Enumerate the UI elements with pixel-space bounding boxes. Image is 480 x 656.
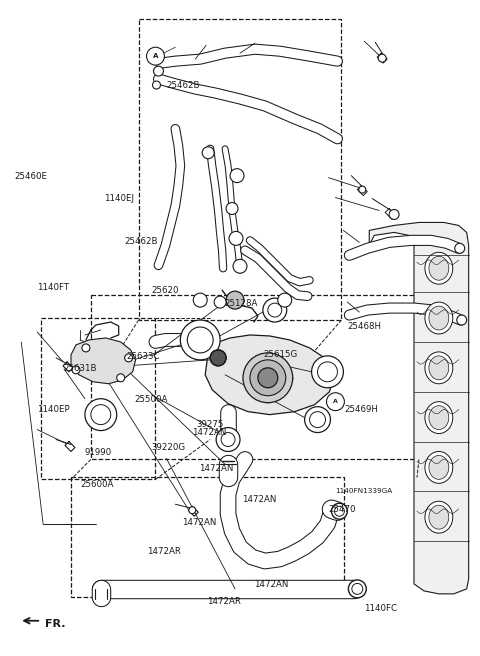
- Circle shape: [332, 503, 348, 519]
- Text: 1472AN: 1472AN: [182, 518, 216, 527]
- Text: 25631B: 25631B: [63, 364, 97, 373]
- Circle shape: [310, 412, 325, 428]
- Circle shape: [335, 506, 344, 516]
- Circle shape: [318, 362, 337, 382]
- Circle shape: [91, 405, 111, 424]
- Text: 25128A: 25128A: [225, 298, 258, 308]
- Circle shape: [455, 243, 465, 253]
- Text: 25633C: 25633C: [126, 352, 160, 361]
- Text: 25460E: 25460E: [15, 172, 48, 181]
- Circle shape: [378, 54, 386, 62]
- Text: 1472AN: 1472AN: [199, 464, 234, 473]
- Circle shape: [226, 291, 244, 309]
- Circle shape: [146, 47, 165, 65]
- Circle shape: [82, 344, 90, 352]
- Ellipse shape: [425, 253, 453, 284]
- Circle shape: [154, 66, 164, 76]
- Text: 25620: 25620: [152, 285, 179, 295]
- Circle shape: [214, 296, 226, 308]
- Text: 1472AR: 1472AR: [206, 596, 240, 605]
- Text: 1472AN: 1472AN: [192, 428, 227, 437]
- Text: 1472AN: 1472AN: [242, 495, 277, 504]
- Text: 25500A: 25500A: [134, 396, 168, 404]
- Polygon shape: [71, 338, 136, 384]
- Ellipse shape: [429, 405, 449, 430]
- Circle shape: [221, 432, 235, 447]
- Circle shape: [202, 147, 214, 159]
- Polygon shape: [205, 335, 335, 415]
- Circle shape: [226, 203, 238, 215]
- Circle shape: [312, 356, 343, 388]
- Ellipse shape: [429, 356, 449, 380]
- Circle shape: [187, 327, 213, 353]
- Circle shape: [72, 366, 80, 374]
- Circle shape: [117, 374, 125, 382]
- Circle shape: [189, 506, 196, 514]
- Circle shape: [125, 354, 132, 362]
- Circle shape: [85, 399, 117, 430]
- Circle shape: [305, 407, 330, 432]
- Circle shape: [352, 583, 363, 594]
- Circle shape: [153, 81, 160, 89]
- Text: 39275: 39275: [196, 420, 224, 429]
- Text: 1140EP: 1140EP: [37, 405, 70, 414]
- Circle shape: [348, 580, 366, 598]
- Circle shape: [326, 393, 344, 411]
- Circle shape: [193, 293, 207, 307]
- Text: 25462B: 25462B: [124, 237, 158, 246]
- Circle shape: [268, 303, 282, 317]
- Ellipse shape: [429, 256, 449, 280]
- Ellipse shape: [425, 401, 453, 434]
- Text: 1140FC: 1140FC: [364, 604, 397, 613]
- Ellipse shape: [425, 352, 453, 384]
- Text: 1140FT: 1140FT: [37, 283, 69, 292]
- Text: 25470: 25470: [329, 505, 356, 514]
- Circle shape: [250, 360, 286, 396]
- Ellipse shape: [429, 306, 449, 330]
- Text: 1140FN1339GA: 1140FN1339GA: [336, 488, 393, 495]
- Ellipse shape: [425, 501, 453, 533]
- Text: 1472AN: 1472AN: [254, 580, 288, 589]
- Text: FR.: FR.: [45, 619, 66, 628]
- Text: A: A: [153, 53, 158, 59]
- Polygon shape: [369, 222, 468, 594]
- Circle shape: [180, 320, 220, 360]
- Circle shape: [216, 428, 240, 451]
- Circle shape: [359, 186, 366, 193]
- Text: 39220G: 39220G: [152, 443, 186, 452]
- Ellipse shape: [425, 302, 453, 334]
- Text: A: A: [333, 400, 338, 404]
- Circle shape: [389, 209, 399, 220]
- Circle shape: [258, 368, 278, 388]
- Text: 91990: 91990: [85, 447, 112, 457]
- Ellipse shape: [425, 451, 453, 483]
- Text: 25600A: 25600A: [80, 480, 113, 489]
- Text: 1472AR: 1472AR: [147, 547, 181, 556]
- Ellipse shape: [429, 455, 449, 480]
- Circle shape: [230, 169, 244, 182]
- Circle shape: [210, 350, 226, 366]
- Text: 1140EJ: 1140EJ: [104, 194, 134, 203]
- Text: 25615G: 25615G: [263, 350, 297, 359]
- Circle shape: [233, 259, 247, 274]
- Circle shape: [278, 293, 292, 307]
- Text: 25462B: 25462B: [166, 81, 200, 89]
- Circle shape: [229, 232, 243, 245]
- Text: 25468H: 25468H: [348, 322, 382, 331]
- Circle shape: [263, 298, 287, 322]
- Text: 25469H: 25469H: [344, 405, 378, 414]
- Circle shape: [457, 315, 467, 325]
- Circle shape: [243, 353, 293, 403]
- Ellipse shape: [429, 505, 449, 529]
